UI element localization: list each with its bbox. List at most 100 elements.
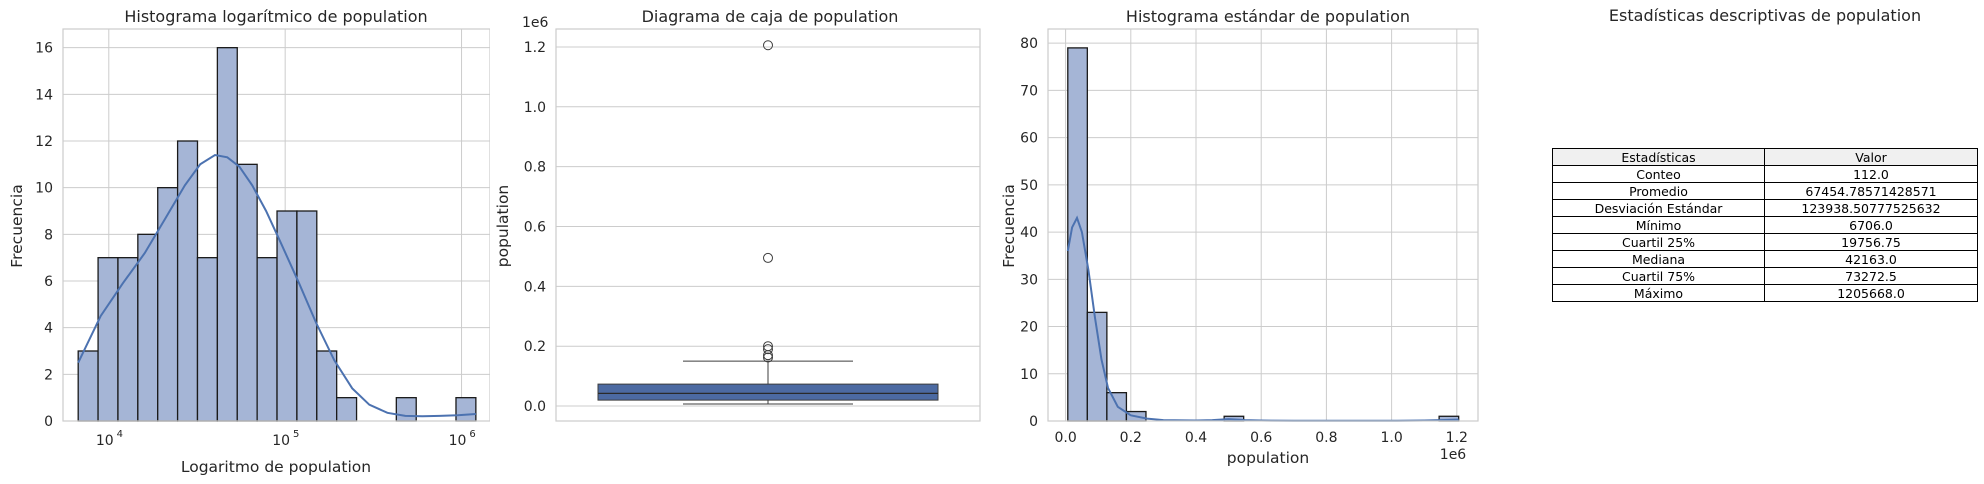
column-header: Estadísticas xyxy=(1552,148,1765,166)
stat-name: Conteo xyxy=(1552,165,1765,183)
column-header: Valor xyxy=(1764,148,1978,166)
outliers xyxy=(763,40,773,363)
standard-histogram-chart: Histograma estándar de population Frecue… xyxy=(1000,7,1479,467)
table-row: Cuartil 75% 73272.5 xyxy=(1552,267,1978,285)
y-tick-label: 10 xyxy=(1020,367,1038,383)
chart-title: Histograma estándar de population xyxy=(1126,7,1410,26)
outlier-point xyxy=(763,252,773,263)
log-histogram-chart: Histograma logarítmico de population Fre… xyxy=(8,7,490,476)
x-axis-label: population xyxy=(1227,449,1309,467)
y-tick-label: 12 xyxy=(35,134,53,150)
x-tick-label: 10 xyxy=(96,433,114,449)
y-tick-label: 4 xyxy=(44,321,53,337)
stat-name: Cuartil 25% xyxy=(1552,233,1765,251)
x-ticks: 10 4 10 5 10 6 xyxy=(96,429,476,449)
stat-name: Mínimo xyxy=(1552,216,1765,234)
stat-name: Promedio xyxy=(1552,182,1765,200)
x-tick-label: 0.4 xyxy=(1185,430,1207,446)
histogram-bar xyxy=(157,187,179,422)
plot-frame xyxy=(1047,28,1479,422)
x-tick-exponent: 6 xyxy=(469,429,475,440)
y-tick-label: 0 xyxy=(44,414,53,430)
table-row: Promedio 67454.78571428571 xyxy=(1552,182,1978,200)
y-tick-label: 16 xyxy=(35,41,53,57)
stat-value: 6706.0 xyxy=(1764,216,1978,234)
stat-value: 42163.0 xyxy=(1764,250,1978,268)
y-ticks: 0.0 0.2 0.4 0.6 0.8 1.0 1.2 xyxy=(524,40,546,415)
stats-table: Estadísticas Valor Conteo 112.0 Promedio 6… xyxy=(1552,148,1978,302)
stat-value: 19756.75 xyxy=(1764,233,1978,251)
histogram-bar xyxy=(395,397,417,422)
y-tick-label: 1.2 xyxy=(524,40,546,56)
x-tick-label: 1.0 xyxy=(1380,430,1402,446)
box-iqr xyxy=(597,383,939,401)
y-tick-label: 1.0 xyxy=(524,100,546,116)
kde-curve xyxy=(77,153,476,418)
x-tick-label: 1.2 xyxy=(1446,430,1468,446)
histogram-bar xyxy=(455,397,477,422)
histogram-bar xyxy=(1106,392,1128,422)
y-tick-label: 0.8 xyxy=(524,160,546,176)
y-tick-label: 70 xyxy=(1020,83,1038,99)
plot-frame xyxy=(62,28,490,422)
stat-value: 123938.50777525632 xyxy=(1764,199,1978,217)
table-row: Cuartil 25% 19756.75 xyxy=(1552,233,1978,251)
table-header-row: Estadísticas Valor xyxy=(1552,148,1978,166)
kde-curve xyxy=(1066,215,1459,422)
outlier-point xyxy=(763,352,773,363)
y-tick-label: 10 xyxy=(35,181,53,197)
x-ticks: 0.0 0.2 0.4 0.6 0.8 1.0 1.2 xyxy=(1054,430,1467,446)
y-tick-label: 0.2 xyxy=(524,339,546,355)
bars xyxy=(1067,47,1460,422)
offset-label: 1e6 xyxy=(522,15,549,31)
x-tick-label: 10 xyxy=(272,433,290,449)
y-tick-label: 0 xyxy=(1029,414,1038,430)
y-axis-label: Frecuencia xyxy=(1000,184,1018,267)
x-tick-label: 0.0 xyxy=(1054,430,1076,446)
histogram-bar xyxy=(236,163,258,422)
x-tick-exponent: 4 xyxy=(117,429,123,440)
stat-value: 67454.78571428571 xyxy=(1764,182,1978,200)
table-row: Máximo 1205668.0 xyxy=(1552,284,1978,302)
y-tick-label: 40 xyxy=(1020,225,1038,241)
y-axis-label: Frecuencia xyxy=(8,184,26,267)
histogram-bar xyxy=(97,257,119,422)
box xyxy=(597,360,939,405)
x-tick-label: 0.6 xyxy=(1250,430,1272,446)
y-tick-label: 14 xyxy=(35,87,53,103)
y-tick-label: 2 xyxy=(44,367,53,383)
outlier-point xyxy=(763,344,773,355)
y-tick-label: 8 xyxy=(44,227,53,243)
boxplot-chart: Diagrama de caja de population 1e6 popul… xyxy=(494,7,981,422)
histogram-bar xyxy=(77,350,99,422)
y-tick-label: 0.4 xyxy=(524,279,546,295)
y-tick-label: 0.0 xyxy=(524,399,546,415)
x-tick-label: 10 xyxy=(449,433,467,449)
chart-title: Diagrama de caja de population xyxy=(642,7,899,26)
stat-name: Máximo xyxy=(1552,284,1765,302)
chart-title: Histograma logarítmico de population xyxy=(124,7,427,26)
table-row: Mínimo 6706.0 xyxy=(1552,216,1978,234)
y-tick-label: 50 xyxy=(1020,178,1038,194)
stat-value: 112.0 xyxy=(1764,165,1978,183)
x-tick-label: 0.2 xyxy=(1120,430,1142,446)
stat-name: Desviación Estándar xyxy=(1552,199,1765,217)
x-tick-label: 0.8 xyxy=(1315,430,1337,446)
plot-frame xyxy=(555,28,981,422)
stats-table-container: Estadísticas Valor Conteo 112.0 Promedio 6… xyxy=(1552,148,1978,302)
outlier-point xyxy=(763,341,773,352)
stat-name: Cuartil 75% xyxy=(1552,267,1765,285)
histogram-bar xyxy=(196,257,219,422)
grid xyxy=(556,46,980,407)
stat-value: 73272.5 xyxy=(1764,267,1978,285)
y-tick-label: 80 xyxy=(1020,36,1038,52)
x-tick-exponent: 5 xyxy=(293,429,299,440)
histogram-bar xyxy=(137,233,159,422)
table-row: Mediana 42163.0 xyxy=(1552,250,1978,268)
outlier-point xyxy=(763,40,773,51)
histogram-bar xyxy=(256,257,278,422)
y-axis-label: population xyxy=(494,185,512,267)
histogram-bar xyxy=(316,350,338,422)
y-tick-label: 60 xyxy=(1020,131,1038,147)
y-tick-label: 6 xyxy=(44,274,53,290)
